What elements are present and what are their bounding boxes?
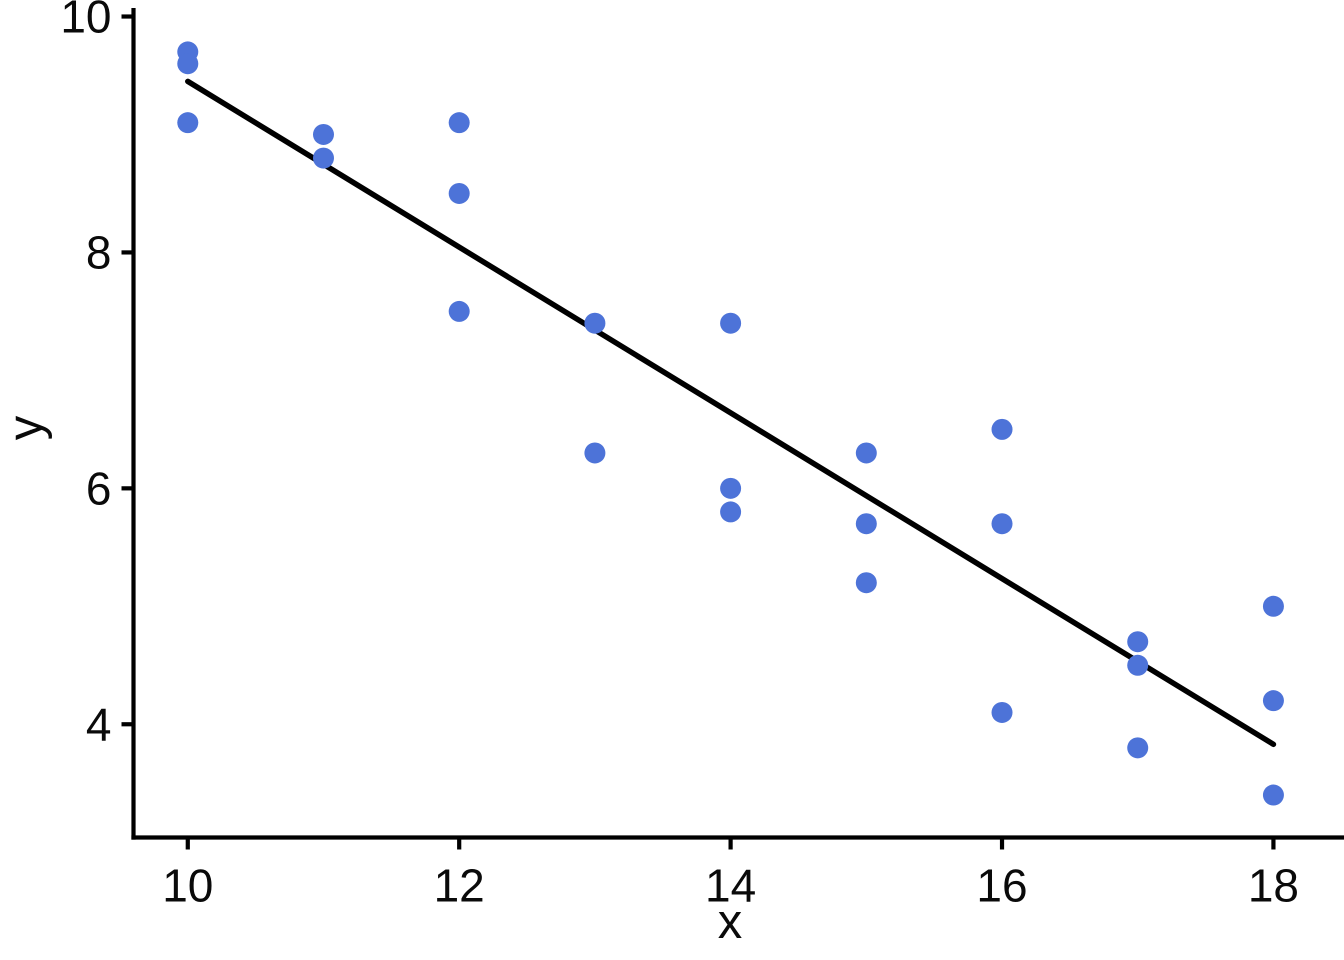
data-point [1262, 595, 1284, 617]
x-tick-label: 16 [976, 860, 1027, 912]
data-point [584, 312, 606, 334]
y-tick-label: 10 [60, 0, 111, 43]
data-point [1127, 654, 1149, 676]
y-axis-label: y [0, 415, 53, 440]
x-ticks [185, 837, 1276, 850]
data-point [855, 572, 877, 594]
data-point [1262, 784, 1284, 806]
data-point [448, 182, 470, 204]
data-point [312, 123, 334, 145]
data-point [991, 701, 1013, 723]
data-point [855, 513, 877, 535]
data-point [720, 477, 742, 499]
data-point [720, 312, 742, 334]
trend-line [185, 78, 1277, 748]
x-tick-label: 12 [434, 860, 485, 912]
data-point [991, 418, 1013, 440]
y-ticks [121, 14, 134, 727]
x-tick-labels: 10 12 14 16 18 [162, 860, 1299, 912]
data-point [720, 501, 742, 523]
data-point [448, 300, 470, 322]
x-tick-label: 10 [162, 860, 213, 912]
y-tick-labels: 4 6 8 10 [60, 0, 111, 750]
data-points [177, 41, 1284, 806]
data-point [448, 112, 470, 134]
y-tick-label: 4 [86, 698, 112, 750]
data-point [991, 513, 1013, 535]
data-point [855, 442, 877, 464]
data-point [1262, 690, 1284, 712]
data-point [1127, 631, 1149, 653]
data-point [1127, 737, 1149, 759]
x-tick-label: 18 [1248, 860, 1299, 912]
data-point [584, 442, 606, 464]
data-point [177, 112, 199, 134]
data-point [312, 147, 334, 169]
x-axis-label: x [718, 895, 743, 949]
data-point [177, 53, 199, 75]
y-tick-label: 6 [86, 462, 112, 514]
x-tick-label: 14 [705, 860, 756, 912]
y-tick-label: 8 [86, 226, 112, 278]
